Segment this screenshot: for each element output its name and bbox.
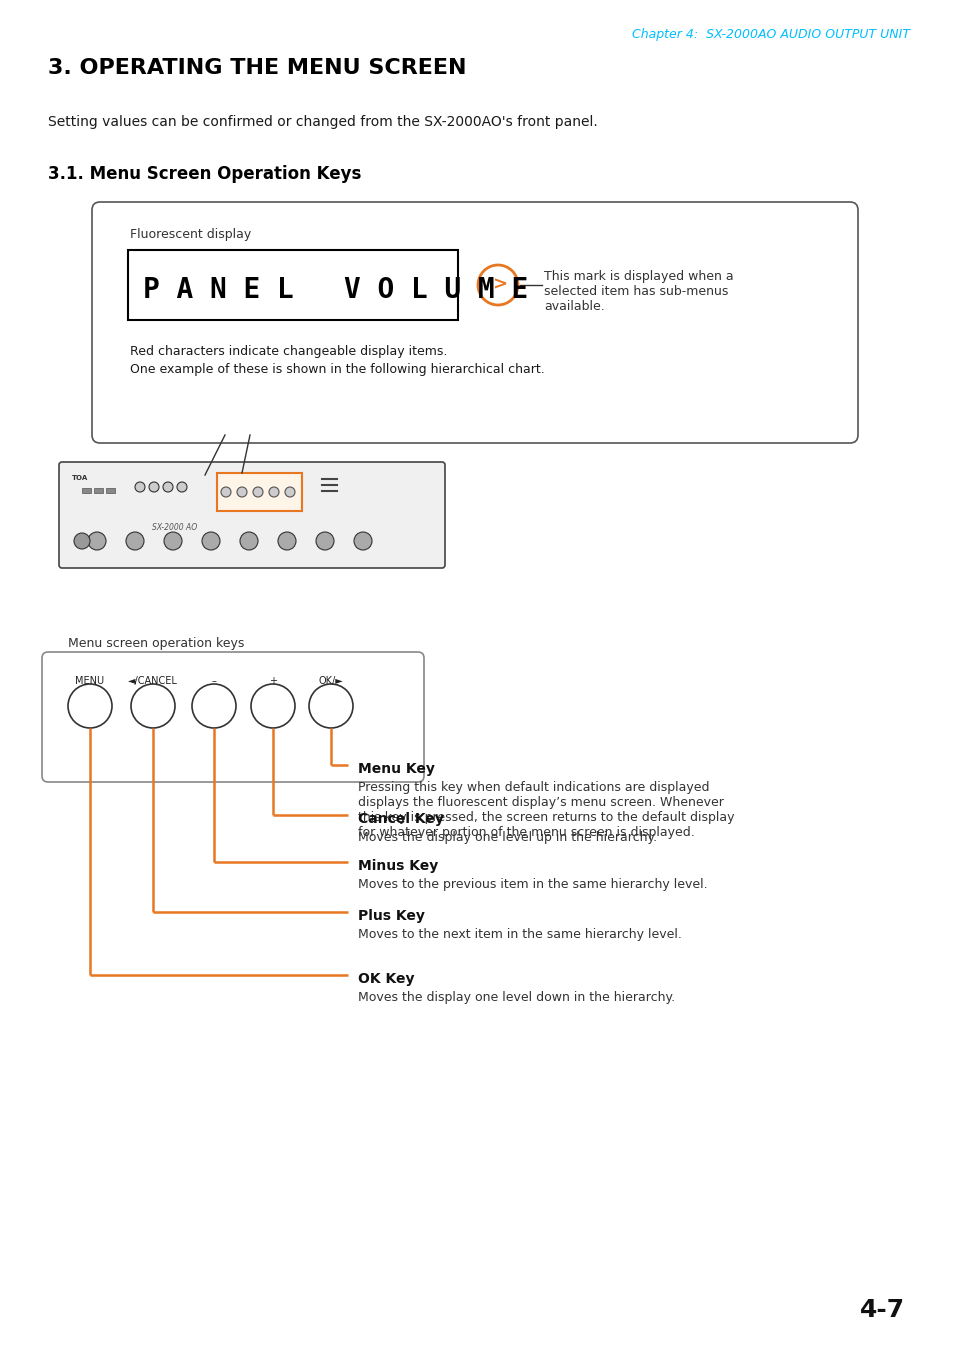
Text: Moves to the previous item in the same hierarchy level.: Moves to the previous item in the same h… [357,878,707,892]
Circle shape [74,534,90,549]
Text: MENU: MENU [75,676,105,686]
Text: P A N E L   V O L U M E: P A N E L V O L U M E [143,276,528,304]
Text: Fluorescent display: Fluorescent display [130,228,251,240]
Circle shape [240,532,257,550]
Text: >: > [492,276,507,295]
Bar [128,250,457,320]
Circle shape [221,486,231,497]
Text: Moves to the next item in the same hierarchy level.: Moves to the next item in the same hiera… [357,928,681,942]
Text: SX-2000 AO: SX-2000 AO [152,523,197,532]
Text: 4-7: 4-7 [859,1298,904,1323]
Text: One example of these is shown in the following hierarchical chart.: One example of these is shown in the fol… [130,363,544,376]
Circle shape [277,532,295,550]
Circle shape [177,482,187,492]
Circle shape [309,684,353,728]
Text: –: – [212,676,216,686]
Text: OK Key: OK Key [357,971,414,986]
Circle shape [354,532,372,550]
Text: Moves the display one level down in the hierarchy.: Moves the display one level down in the … [357,992,675,1004]
Circle shape [131,684,174,728]
Text: 3.1. Menu Screen Operation Keys: 3.1. Menu Screen Operation Keys [48,165,361,182]
Circle shape [202,532,220,550]
Text: 3. OPERATING THE MENU SCREEN: 3. OPERATING THE MENU SCREEN [48,58,466,78]
Text: Plus Key: Plus Key [357,909,424,923]
Text: TOA: TOA [71,476,89,481]
Text: Red characters indicate changeable display items.: Red characters indicate changeable displ… [130,345,447,358]
Circle shape [236,486,247,497]
FancyBboxPatch shape [91,203,857,443]
Circle shape [68,684,112,728]
FancyBboxPatch shape [59,462,444,567]
Bar [82,488,91,493]
Circle shape [477,265,517,305]
Circle shape [192,684,235,728]
Circle shape [251,684,294,728]
Bar [216,473,302,511]
Circle shape [269,486,278,497]
Text: Moves the display one level up in the hierarchy.: Moves the display one level up in the hi… [357,831,657,844]
Text: This mark is displayed when a
selected item has sub-menus
available.: This mark is displayed when a selected i… [543,270,733,313]
Text: ◄/CANCEL: ◄/CANCEL [128,676,178,686]
Text: Menu Key: Menu Key [357,762,435,775]
Text: Setting values can be confirmed or changed from the SX-2000AO's front panel.: Setting values can be confirmed or chang… [48,115,598,128]
Text: Pressing this key when default indications are displayed
displays the fluorescen: Pressing this key when default indicatio… [357,781,734,839]
Circle shape [149,482,159,492]
Text: OK/►: OK/► [318,676,343,686]
Text: Minus Key: Minus Key [357,859,437,873]
Circle shape [126,532,144,550]
Circle shape [88,532,106,550]
Text: Chapter 4:  SX-2000AO AUDIO OUTPUT UNIT: Chapter 4: SX-2000AO AUDIO OUTPUT UNIT [631,28,909,41]
Circle shape [253,486,263,497]
Circle shape [135,482,145,492]
Bar [106,488,115,493]
Text: +: + [269,676,276,686]
Text: Cancel Key: Cancel Key [357,812,443,825]
Circle shape [285,486,294,497]
FancyBboxPatch shape [42,653,423,782]
Text: Menu screen operation keys: Menu screen operation keys [68,638,244,650]
Circle shape [315,532,334,550]
Circle shape [163,482,172,492]
Circle shape [164,532,182,550]
Bar [94,488,103,493]
